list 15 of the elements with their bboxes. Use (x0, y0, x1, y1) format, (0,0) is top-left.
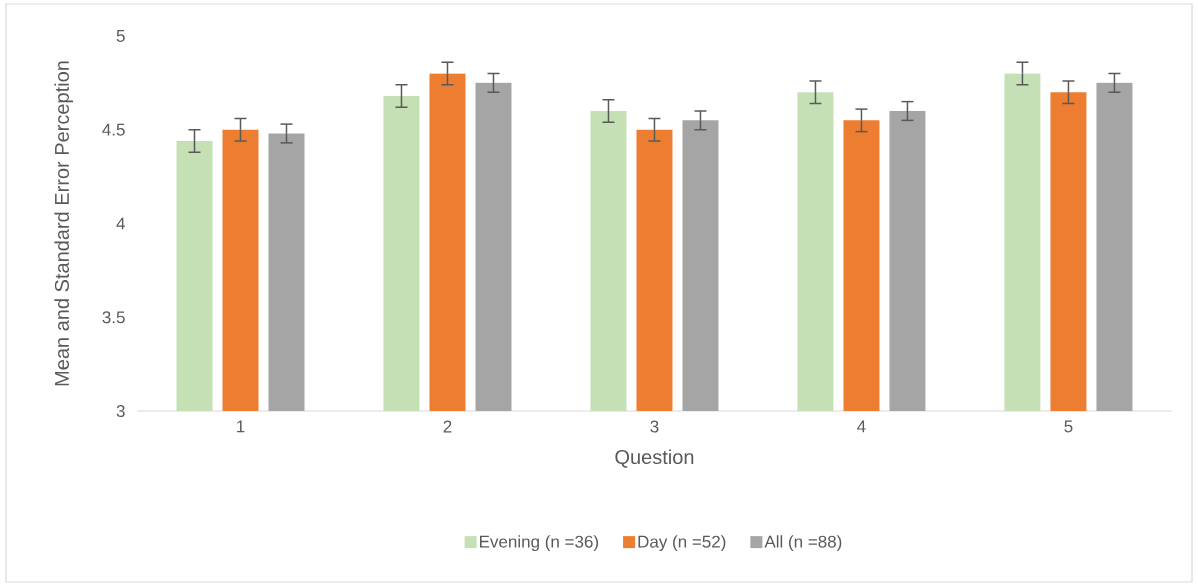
y-axis-title: Mean and Standard Error Perception (54, 61, 73, 386)
legend-label: Evening (n =36) (480, 535, 599, 552)
x-tick-label: 5 (1064, 420, 1073, 433)
x-tick-label: 4 (857, 420, 866, 433)
y-tick-label: 3 (116, 404, 125, 418)
y-tick-label: 5 (116, 30, 125, 42)
x-tick-label: 1 (237, 420, 245, 433)
x-tick-label: 2 (443, 420, 452, 433)
x-tick-label: 3 (650, 420, 659, 433)
y-tick-label: 4 (116, 217, 125, 230)
legend-label: Day (n =52) (638, 535, 726, 552)
y-tick-label: 3.5 (102, 311, 125, 324)
y-tick-label: 4.5 (102, 123, 125, 136)
legend-label: All (n =88) (764, 535, 842, 552)
x-axis-title: Question (615, 449, 694, 468)
